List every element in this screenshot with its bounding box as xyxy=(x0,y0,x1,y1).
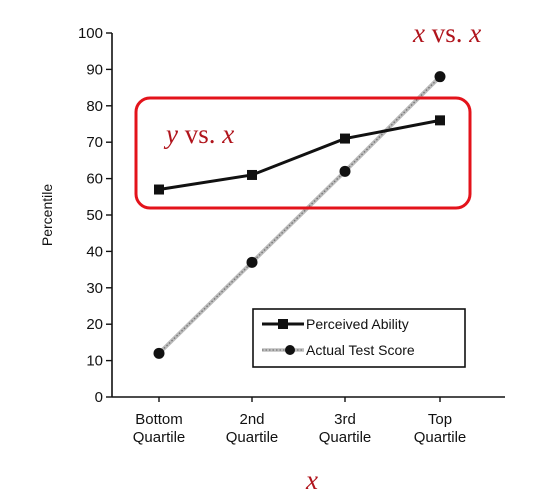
y-tick-label: 80 xyxy=(86,98,103,115)
x-ticks: BottomQuartile2ndQuartile3rdQuartileTopQ… xyxy=(133,397,467,446)
x-tick-label: Quartile xyxy=(133,429,186,446)
y-tick-label: 0 xyxy=(95,389,103,406)
x-tick-label: Quartile xyxy=(414,429,467,446)
data-point-actual-test-score xyxy=(434,71,446,83)
legend-label-perceived-ability: Perceived Ability xyxy=(306,316,409,332)
y-tick-label: 70 xyxy=(86,134,103,151)
y-tick-label: 90 xyxy=(86,61,103,78)
series-layer xyxy=(153,71,446,359)
legend-label-actual-test-score: Actual Test Score xyxy=(306,342,415,358)
annotation-variable: x xyxy=(221,119,234,149)
x-tick-label: 2nd xyxy=(239,411,264,428)
data-point-actual-test-score xyxy=(339,165,351,177)
annotation-vs: vs. xyxy=(425,18,469,48)
annotation-vs: vs. xyxy=(178,119,222,149)
y-ticks: 0 10 20 30 40 50 60 70 80 90 100 xyxy=(78,25,112,406)
x-tick-label: Top xyxy=(428,411,452,428)
y-tick-label: 100 xyxy=(78,25,103,42)
highlight-box xyxy=(134,96,472,210)
y-axis-label: Percentile xyxy=(39,184,55,246)
series-line-actual-test-score xyxy=(157,75,442,355)
legend-marker-actual-test-score xyxy=(285,345,295,355)
annotation-variable: x xyxy=(468,18,481,48)
y-tick-label: 40 xyxy=(86,243,103,260)
legend-marker-perceived-ability xyxy=(278,319,288,329)
annotation-x-vs-x: x vs. x xyxy=(412,18,481,48)
data-point-actual-test-score xyxy=(153,347,165,359)
x-axis-label: x xyxy=(305,465,318,495)
y-tick-label: 50 xyxy=(86,207,103,224)
annotation-y-vs-x: y vs. x xyxy=(163,119,234,149)
annotation-variable: x xyxy=(412,18,425,48)
x-tick-label: 3rd xyxy=(334,411,356,428)
data-point-perceived-ability xyxy=(435,115,445,126)
y-tick-label: 10 xyxy=(86,353,103,370)
legend-box xyxy=(252,308,466,368)
annotation-variable: y xyxy=(163,119,178,149)
x-tick-label: Quartile xyxy=(226,429,279,446)
y-tick-label: 60 xyxy=(86,171,103,188)
data-point-perceived-ability xyxy=(154,184,164,195)
data-point-perceived-ability xyxy=(247,169,257,180)
y-tick-label: 30 xyxy=(86,280,103,297)
series-line-perceived-ability xyxy=(158,118,441,192)
data-point-actual-test-score xyxy=(246,256,258,268)
y-tick-label: 20 xyxy=(86,316,103,333)
x-tick-label: Quartile xyxy=(319,429,372,446)
x-tick-label: Bottom xyxy=(135,411,183,428)
data-point-perceived-ability xyxy=(340,133,350,144)
legend: Perceived Ability Actual Test Score xyxy=(252,308,466,368)
